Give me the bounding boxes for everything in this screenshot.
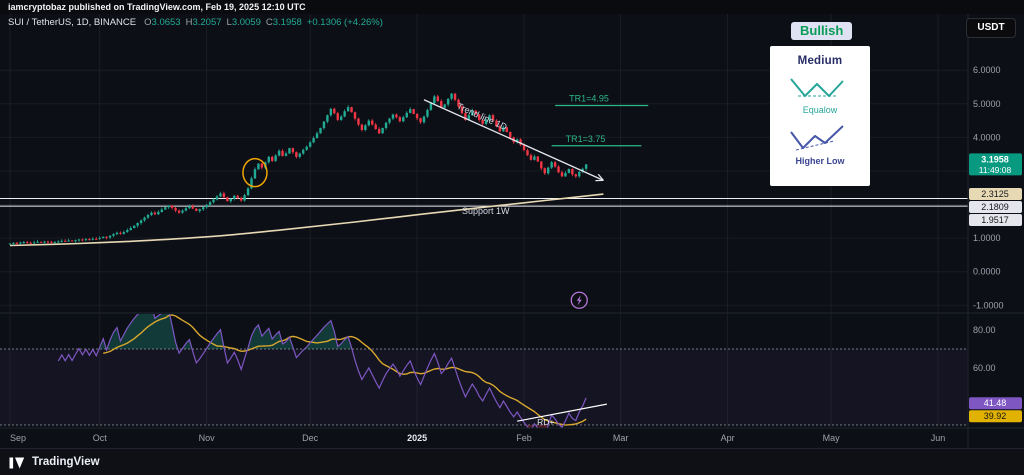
low-value: 3.0059 (231, 17, 261, 28)
level-badge (969, 214, 1022, 227)
level-badge (969, 188, 1022, 201)
time-label: Apr (721, 433, 735, 443)
pattern-higher-low-label: Higher Low (795, 156, 845, 166)
close-label: C (265, 17, 273, 28)
svg-text:-1.0000: -1.0000 (973, 300, 1004, 310)
time-label: Dec (302, 433, 319, 443)
svg-text:5.0000: 5.0000 (973, 99, 1001, 109)
open-value: 3.0653 (151, 17, 181, 28)
svg-text:2.3125: 2.3125 (981, 189, 1009, 199)
time-label: Feb (516, 433, 532, 443)
svg-text:0.0000: 0.0000 (973, 267, 1001, 277)
time-label: 2025 (407, 433, 427, 443)
pattern-equal-low-label: Equalow (802, 105, 838, 115)
level-badge (969, 201, 1022, 214)
high-label: H (185, 17, 193, 28)
price-axis[interactable]: 6.0000 5.0000 4.0000 1.0000 0.0000 -1.0000 80.… (969, 65, 1022, 423)
footer-bar: TradingView (0, 448, 1024, 475)
currency-toggle-button[interactable]: USDT (966, 18, 1016, 38)
target-label: TR1=4.95 (569, 93, 609, 103)
target-label: TR1=3.75 (566, 134, 606, 144)
symbol-legend[interactable]: SUI / TetherUS, 1D, BINANCE O3.0653 H3.205… (8, 17, 383, 28)
low-label: L (226, 17, 232, 28)
publish-info-bar: iamcryptobaz published on TradingView.co… (0, 0, 1024, 14)
price-pane[interactable]: Trend line 1D TR1=4.95 TR1=3.75 Support 1W (0, 92, 968, 309)
change-value: +0.1306 (+4.26%) (306, 17, 383, 28)
tradingview-logo-icon[interactable] (9, 456, 25, 469)
time-axis[interactable]: Sep Oct Nov Dec 2025 Feb Mar Apr May Jun (10, 433, 945, 443)
svg-text:1.0000: 1.0000 (973, 233, 1001, 243)
rsi-ma-line (103, 314, 587, 426)
svg-text:39.92: 39.92 (984, 411, 1007, 421)
indicator-badge (969, 397, 1022, 410)
rsi-line (57, 314, 587, 428)
time-label: May (823, 433, 841, 443)
higher-low-pattern-icon (790, 125, 844, 151)
close-value: 3.1958 (272, 17, 302, 28)
trend-line-label: Trend line 1D (455, 101, 509, 132)
support-label: Support 1W (462, 206, 510, 216)
symbol-title[interactable]: SUI / TetherUS, 1D, BINANCE (8, 17, 137, 28)
svg-text:80.00: 80.00 (973, 325, 996, 335)
time-label: Nov (199, 433, 216, 443)
rsi-pane[interactable]: RD+ (0, 305, 968, 437)
signal-card: Medium Equalow Higher Low (770, 46, 870, 186)
trend-line (423, 99, 604, 181)
highlight-circle (242, 157, 268, 188)
indicator-badge (969, 410, 1022, 423)
svg-text:3.1958: 3.1958 (981, 154, 1009, 164)
time-label: Mar (613, 433, 629, 443)
equal-low-pattern-icon (790, 78, 844, 97)
lightning-marker-icon (570, 291, 588, 309)
svg-text:6.0000: 6.0000 (973, 65, 1001, 75)
candlestick-series (8, 92, 588, 246)
svg-text:4.0000: 4.0000 (973, 132, 1001, 142)
weekly-ma-line (9, 193, 604, 247)
high-value: 3.2057 (192, 17, 222, 28)
last-price-badge (969, 153, 1022, 176)
svg-text:2.1809: 2.1809 (981, 202, 1009, 212)
svg-text:1.9517: 1.9517 (981, 215, 1009, 225)
signal-strength-label: Medium (797, 55, 843, 67)
svg-text:11:49:08: 11:49:08 (979, 165, 1012, 175)
open-label: O (144, 17, 152, 28)
divergence-line (517, 403, 607, 422)
sentiment-chip: Bullish (791, 22, 853, 40)
svg-text:60.00: 60.00 (973, 363, 996, 373)
tradingview-brand[interactable]: TradingView (32, 456, 100, 468)
time-label: Jun (931, 433, 946, 443)
time-label: Sep (10, 433, 26, 443)
divergence-label: RD+ (537, 417, 554, 427)
time-label: Oct (93, 433, 108, 443)
svg-text:41.48: 41.48 (984, 398, 1007, 408)
